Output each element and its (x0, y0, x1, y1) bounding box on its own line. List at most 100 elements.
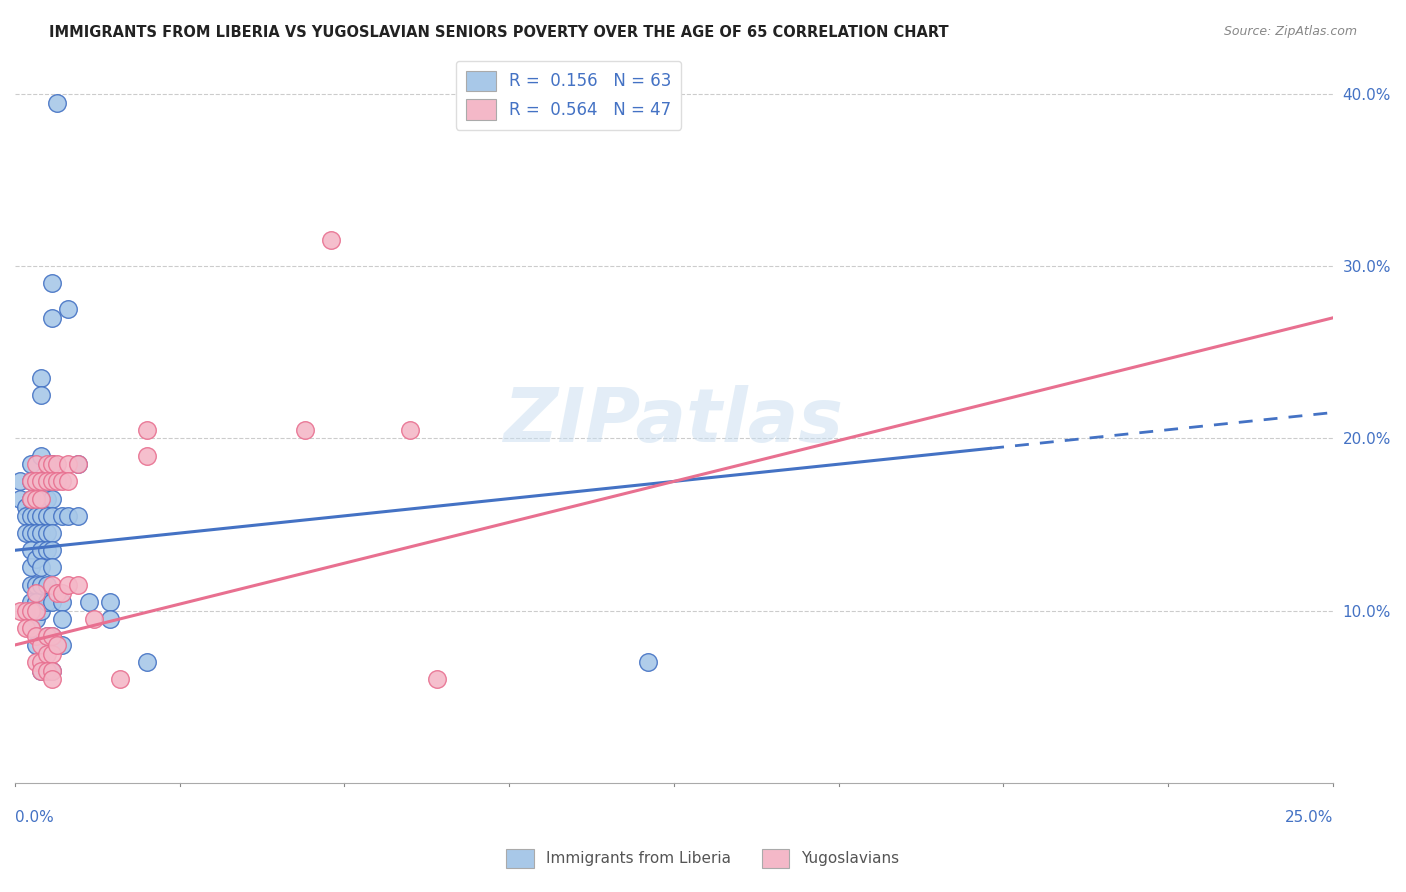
Point (41, 457, 63, 471)
Point (25, 457, 48, 471)
Point (56, 302, 79, 317)
Point (30, 664, 52, 678)
Point (294, 423, 316, 437)
Point (51, 586, 73, 600)
Text: Source: ZipAtlas.com: Source: ZipAtlas.com (1223, 25, 1357, 38)
Point (35, 508, 58, 523)
Point (46, 638, 69, 652)
Point (14, 603, 37, 617)
Point (8, 491, 31, 506)
Point (41, 491, 63, 506)
Point (399, 423, 422, 437)
Point (67, 457, 90, 471)
Point (35, 491, 58, 506)
Point (30, 508, 52, 523)
Point (41, 475, 63, 489)
Point (25, 526, 48, 541)
Point (20, 491, 42, 506)
Point (30, 449, 52, 463)
Point (8, 603, 31, 617)
Point (35, 647, 58, 661)
Point (46, 475, 69, 489)
Point (35, 526, 58, 541)
Point (51, 475, 73, 489)
Point (51, 508, 73, 523)
Legend: R =  0.156   N = 63, R =  0.564   N = 47: R = 0.156 N = 63, R = 0.564 N = 47 (456, 61, 682, 129)
Point (25, 603, 48, 617)
Point (51, 595, 73, 609)
Point (67, 457, 90, 471)
Point (41, 543, 63, 558)
Point (77, 595, 100, 609)
Point (41, 277, 63, 291)
Point (30, 475, 52, 489)
Point (25, 586, 48, 600)
Point (35, 664, 58, 678)
Point (30, 475, 52, 489)
Point (46, 586, 69, 600)
Point (35, 543, 58, 558)
Point (35, 578, 58, 592)
Point (20, 603, 42, 617)
Point (51, 612, 73, 626)
Point (20, 491, 42, 506)
Point (25, 612, 48, 626)
Point (25, 638, 48, 652)
Point (41, 578, 63, 592)
Point (135, 449, 157, 463)
Point (135, 655, 157, 669)
Point (25, 475, 48, 489)
Point (25, 578, 48, 592)
Point (56, 475, 79, 489)
Point (30, 603, 52, 617)
Point (426, 673, 449, 687)
Point (30, 560, 52, 574)
Point (35, 629, 58, 643)
Point (30, 578, 52, 592)
Point (41, 560, 63, 574)
Point (25, 655, 48, 669)
Point (56, 508, 79, 523)
Point (25, 491, 48, 506)
Point (14, 526, 37, 541)
Point (41, 629, 63, 643)
Point (41, 526, 63, 541)
Point (637, 655, 659, 669)
Point (135, 423, 157, 437)
Point (30, 543, 52, 558)
Point (41, 457, 63, 471)
Point (46, 95, 69, 110)
Point (67, 578, 90, 592)
Point (25, 629, 48, 643)
Point (30, 526, 52, 541)
Point (20, 508, 42, 523)
Point (35, 457, 58, 471)
Point (14, 500, 37, 515)
Point (41, 629, 63, 643)
Point (25, 595, 48, 609)
Point (14, 621, 37, 635)
Point (30, 638, 52, 652)
Point (110, 673, 132, 687)
Point (35, 475, 58, 489)
Point (51, 638, 73, 652)
Point (56, 578, 79, 592)
Point (35, 595, 58, 609)
Point (41, 475, 63, 489)
Point (30, 655, 52, 669)
Point (20, 475, 42, 489)
Point (14, 508, 37, 523)
Point (83, 612, 105, 626)
Text: ZIPatlas: ZIPatlas (503, 384, 844, 458)
Text: 0.0%: 0.0% (15, 811, 53, 825)
Point (20, 457, 42, 471)
Point (41, 595, 63, 609)
Point (30, 491, 52, 506)
Point (41, 664, 63, 678)
Point (56, 457, 79, 471)
Point (41, 647, 63, 661)
Point (20, 578, 42, 592)
Point (20, 543, 42, 558)
Point (20, 621, 42, 635)
Point (30, 388, 52, 402)
